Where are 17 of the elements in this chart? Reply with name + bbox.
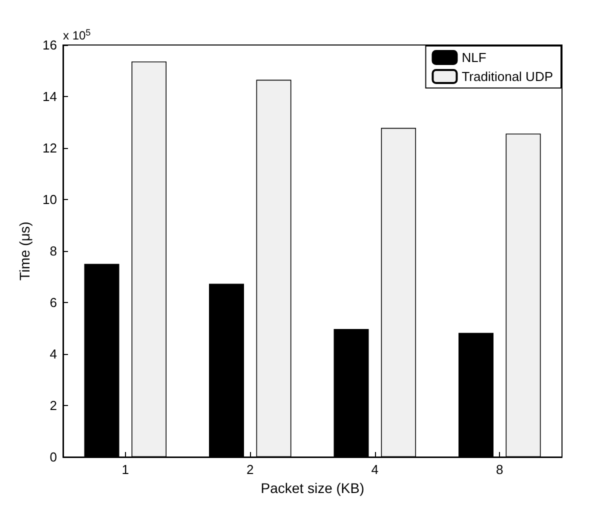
x-axis-title: Packet size (KB) — [260, 480, 364, 496]
y-axis-title: Time (μs) — [16, 222, 33, 280]
x-tick-label: 1 — [122, 462, 129, 477]
x-tick-label: 4 — [371, 462, 378, 477]
y-tick-label: 0 — [50, 450, 57, 464]
y-tick-label: 14 — [42, 89, 57, 104]
y-tick-label: 16 — [42, 38, 57, 52]
x-tick-label: 8 — [496, 462, 504, 477]
x-tick-label: 2 — [246, 462, 254, 477]
y-tick-label: 12 — [42, 140, 57, 156]
y-tick-label: 8 — [50, 244, 57, 258]
legend-label: Traditional UDP — [462, 69, 554, 84]
y-tick-label: 6 — [50, 295, 57, 310]
legend-label: NLF — [462, 50, 486, 65]
y-tick-label: 4 — [50, 346, 57, 362]
y-tick-label: 10 — [42, 192, 57, 207]
y-tick-label: 2 — [50, 398, 57, 413]
